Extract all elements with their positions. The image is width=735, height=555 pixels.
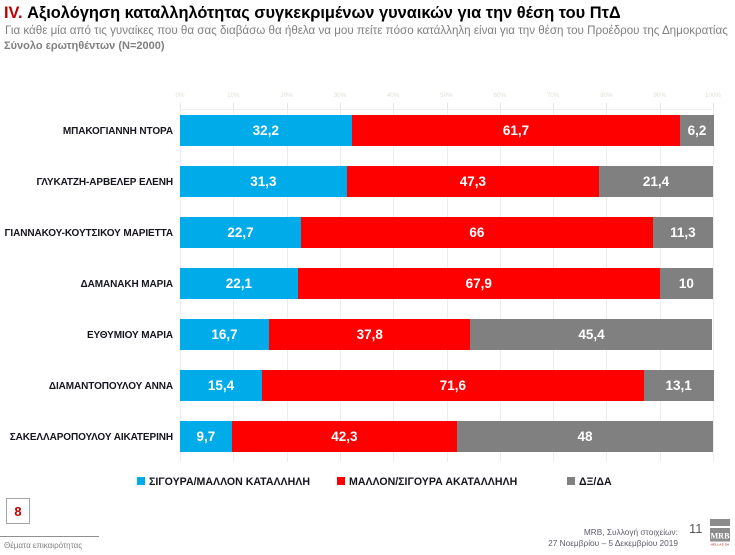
svg-text:HELLAS SA: HELLAS SA [711, 543, 730, 547]
svg-text:MRB: MRB [710, 532, 730, 541]
